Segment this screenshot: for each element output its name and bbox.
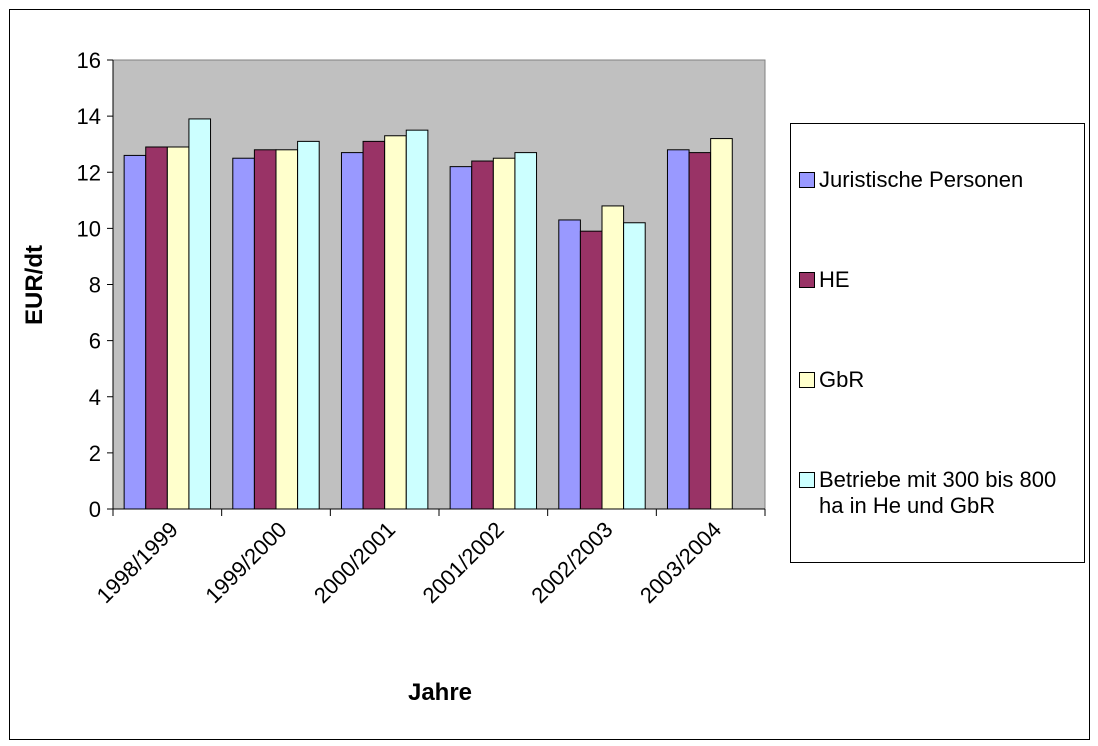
legend-label: Juristische Personen	[819, 167, 1024, 192]
y-tick-label: 2	[89, 441, 101, 466]
y-tick-label: 8	[89, 273, 101, 298]
bar	[710, 138, 733, 510]
bar	[384, 135, 407, 510]
y-tick-label: 14	[77, 104, 101, 129]
bar	[688, 152, 712, 510]
bar	[123, 154, 147, 510]
bar	[514, 152, 538, 510]
bar	[666, 149, 690, 510]
legend-label: GbR	[819, 367, 865, 392]
bar	[405, 129, 429, 510]
y-tick-label: 4	[89, 385, 101, 410]
bar	[601, 205, 625, 510]
bar	[275, 149, 299, 510]
legend-swatch	[799, 472, 815, 488]
bar	[362, 140, 386, 510]
legend-label: HE	[819, 267, 850, 292]
legend-entry: Betriebe mit 300 bis 800 ha in He und Gb…	[799, 467, 1076, 519]
x-axis-label: Jahre	[408, 679, 472, 706]
y-tick-label: 0	[89, 497, 101, 522]
bar	[471, 160, 494, 510]
bar	[492, 157, 516, 510]
bar	[623, 222, 646, 510]
y-tick-label: 6	[89, 329, 101, 354]
legend-entry: GbR	[799, 367, 1076, 393]
legend-swatch	[799, 272, 815, 288]
bar	[166, 146, 190, 510]
legend-swatch	[799, 172, 815, 188]
bar	[340, 152, 364, 510]
y-tick-label: 10	[77, 216, 101, 241]
legend-swatch	[799, 372, 815, 388]
bar	[297, 140, 320, 510]
bar	[253, 149, 277, 510]
y-axis-label: EUR/dt	[21, 245, 48, 325]
plot-area	[112, 59, 766, 510]
legend-entry: HE	[799, 267, 1076, 293]
bar	[558, 219, 581, 510]
legend: Juristische Personen HE GbR Betriebe mit 30…	[790, 123, 1085, 563]
y-tick-label: 16	[77, 48, 101, 73]
bar	[449, 166, 473, 510]
bar	[579, 230, 603, 510]
bar	[145, 146, 168, 510]
bar	[232, 157, 255, 510]
legend-entry: Juristische Personen	[799, 167, 1076, 193]
y-tick-label: 12	[77, 160, 101, 185]
bar	[188, 118, 212, 510]
legend-label: Betriebe mit 300 bis 800 ha in He und Gb…	[819, 467, 1057, 518]
